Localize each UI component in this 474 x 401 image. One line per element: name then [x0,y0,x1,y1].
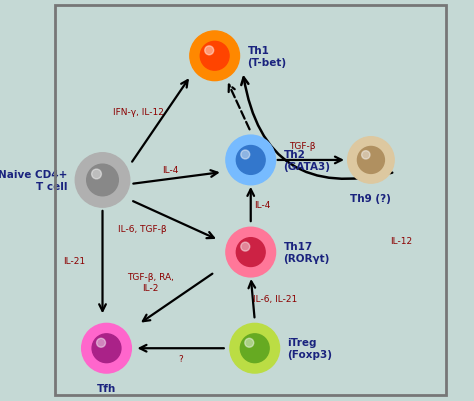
Text: ?: ? [178,354,183,363]
Circle shape [97,338,106,347]
Text: Th2
(GATA3): Th2 (GATA3) [283,150,330,171]
Circle shape [245,338,254,347]
Text: Th17
(RORγt): Th17 (RORγt) [283,242,330,263]
Circle shape [92,334,121,363]
Circle shape [226,136,275,185]
Text: Naive CD4+
T cell: Naive CD4+ T cell [0,170,67,191]
Circle shape [75,153,130,208]
Text: Th9 (?): Th9 (?) [350,194,392,204]
Circle shape [240,334,269,363]
Text: IL-6, TGF-β: IL-6, TGF-β [118,224,167,233]
Circle shape [241,151,250,160]
Circle shape [230,324,280,373]
Circle shape [237,238,265,267]
Circle shape [201,42,229,71]
Text: IL-4: IL-4 [255,200,271,209]
Text: iTreg
(Foxp3): iTreg (Foxp3) [288,338,333,359]
Circle shape [362,151,370,160]
Circle shape [190,32,239,81]
Circle shape [237,146,265,175]
Circle shape [348,138,394,184]
Text: Tfh: Tfh [97,383,116,393]
Text: IL-4: IL-4 [163,166,179,175]
Text: TGF-β: TGF-β [290,142,316,151]
Circle shape [91,170,101,179]
Circle shape [87,165,118,196]
Text: Th1
(T-bet): Th1 (T-bet) [247,46,287,67]
Circle shape [241,243,250,251]
Circle shape [82,324,131,373]
Text: TGF-β, RA,
IL-2: TGF-β, RA, IL-2 [127,273,174,292]
Text: IL-21: IL-21 [64,256,85,265]
Text: IL-12: IL-12 [390,236,412,245]
Text: IFN-γ, IL-12: IFN-γ, IL-12 [113,108,164,117]
Circle shape [205,47,214,56]
Text: IL-6, IL-21: IL-6, IL-21 [253,294,297,303]
Circle shape [357,147,384,174]
Circle shape [226,228,275,277]
